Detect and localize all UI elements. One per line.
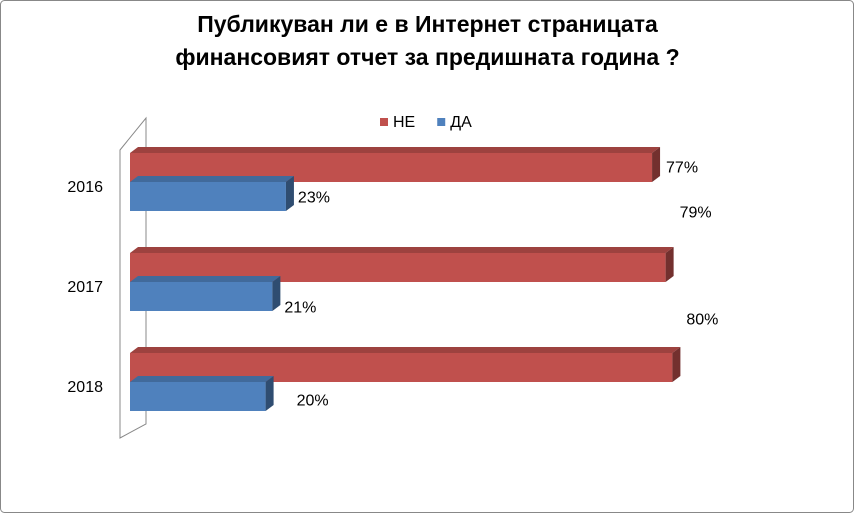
value-label: 77% <box>666 160 698 177</box>
bar <box>130 176 294 211</box>
bar <box>130 347 681 382</box>
bar <box>130 276 281 311</box>
y-tick-label: 2017 <box>67 279 103 296</box>
y-tick-label: 2018 <box>67 379 103 396</box>
value-label: 21% <box>284 300 316 317</box>
bar <box>130 376 274 411</box>
legend-swatch <box>437 118 446 126</box>
value-label: 23% <box>298 190 330 207</box>
bar-side <box>665 247 674 282</box>
bar-side <box>265 376 274 411</box>
bar-top <box>130 347 681 353</box>
bar-front <box>130 282 273 311</box>
bar-top <box>130 376 274 382</box>
bar-side <box>272 276 281 311</box>
legend-swatch <box>380 118 388 126</box>
value-label: 80% <box>686 312 718 329</box>
value-label: 20% <box>297 393 329 410</box>
legend-label: НЕ <box>393 114 415 131</box>
bar-top <box>130 276 281 282</box>
bar-side <box>285 176 294 211</box>
legend-label: ДА <box>450 114 472 131</box>
bar-front <box>130 382 266 411</box>
bar-front <box>130 182 286 211</box>
bar-side <box>672 347 681 382</box>
value-label: 79% <box>680 205 712 222</box>
bar-top <box>130 147 661 153</box>
chart-title: Публикуван ли е в Интернет страницата фи… <box>175 11 680 70</box>
bar-side <box>652 147 661 182</box>
y-tick-label: 2016 <box>67 179 103 196</box>
bar-top <box>130 176 294 182</box>
bar-top <box>130 247 674 253</box>
